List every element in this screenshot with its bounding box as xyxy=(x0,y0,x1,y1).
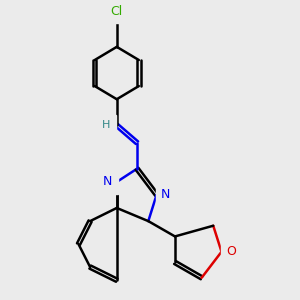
Text: N: N xyxy=(161,188,171,201)
Text: H: H xyxy=(102,120,110,130)
Text: Cl: Cl xyxy=(111,5,123,18)
Text: O: O xyxy=(226,245,236,258)
Text: N: N xyxy=(103,176,112,188)
